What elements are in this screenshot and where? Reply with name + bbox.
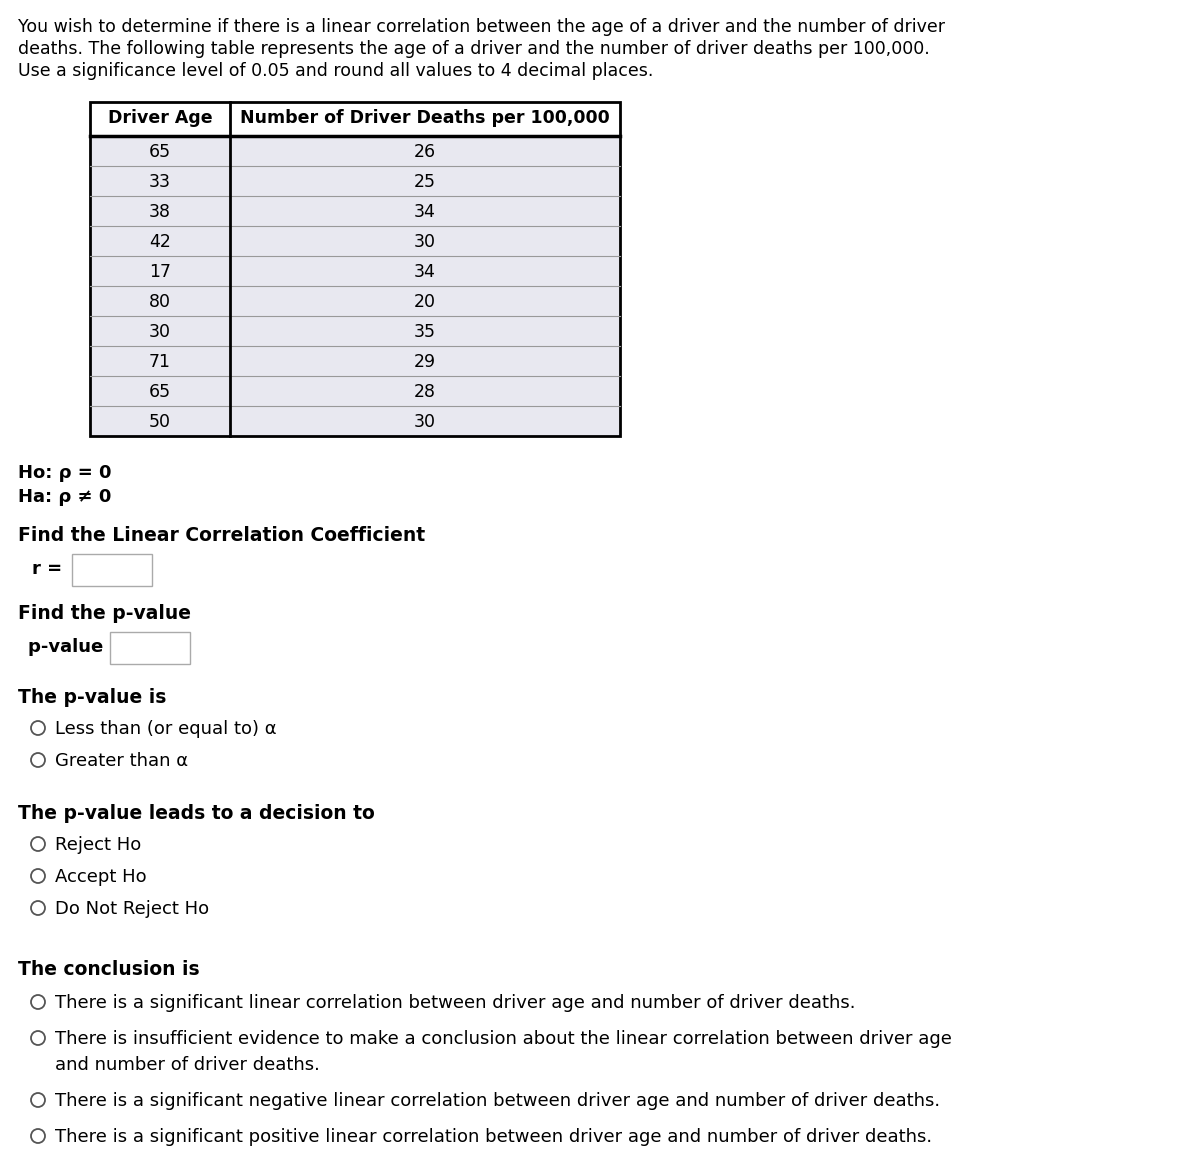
Text: 20: 20 — [414, 293, 436, 311]
Text: 30: 30 — [414, 413, 436, 431]
Text: 42: 42 — [149, 233, 170, 251]
Text: Less than (or equal to) α: Less than (or equal to) α — [55, 720, 277, 738]
Text: There is a significant positive linear correlation between driver age and number: There is a significant positive linear c… — [55, 1128, 932, 1146]
Text: 35: 35 — [414, 323, 436, 341]
Text: Find the Linear Correlation Coefficient: Find the Linear Correlation Coefficient — [18, 526, 425, 545]
FancyBboxPatch shape — [90, 286, 620, 316]
Text: p-value =: p-value = — [28, 638, 125, 656]
Text: 29: 29 — [414, 353, 436, 371]
Text: Greater than α: Greater than α — [55, 752, 188, 770]
FancyBboxPatch shape — [90, 406, 620, 436]
Text: The p-value is: The p-value is — [18, 689, 167, 707]
Text: 28: 28 — [414, 383, 436, 401]
FancyBboxPatch shape — [72, 554, 152, 586]
Text: Use a significance level of 0.05 and round all values to 4 decimal places.: Use a significance level of 0.05 and rou… — [18, 62, 653, 79]
FancyBboxPatch shape — [110, 632, 190, 664]
FancyBboxPatch shape — [90, 256, 620, 286]
Text: 33: 33 — [149, 173, 172, 191]
Text: 34: 34 — [414, 263, 436, 281]
Text: You wish to determine if there is a linear correlation between the age of a driv: You wish to determine if there is a line… — [18, 18, 946, 36]
FancyBboxPatch shape — [90, 136, 620, 166]
FancyBboxPatch shape — [90, 316, 620, 346]
Text: 25: 25 — [414, 173, 436, 191]
FancyBboxPatch shape — [90, 346, 620, 376]
Text: 80: 80 — [149, 293, 172, 311]
Text: Reject Ho: Reject Ho — [55, 836, 142, 855]
Text: The p-value leads to a decision to: The p-value leads to a decision to — [18, 804, 374, 823]
Text: 38: 38 — [149, 203, 172, 221]
Text: 26: 26 — [414, 143, 436, 161]
Text: and number of driver deaths.: and number of driver deaths. — [55, 1056, 320, 1074]
Text: Driver Age: Driver Age — [108, 109, 212, 127]
Text: 34: 34 — [414, 203, 436, 221]
FancyBboxPatch shape — [90, 196, 620, 226]
FancyBboxPatch shape — [90, 226, 620, 256]
Text: Ho: ρ = 0: Ho: ρ = 0 — [18, 464, 112, 482]
Text: Do Not Reject Ho: Do Not Reject Ho — [55, 900, 209, 918]
Text: There is a significant linear correlation between driver age and number of drive: There is a significant linear correlatio… — [55, 994, 856, 1012]
Text: 65: 65 — [149, 143, 172, 161]
FancyBboxPatch shape — [90, 376, 620, 406]
Text: 30: 30 — [149, 323, 172, 341]
Text: deaths. The following table represents the age of a driver and the number of dri: deaths. The following table represents t… — [18, 40, 930, 58]
Text: 30: 30 — [414, 233, 436, 251]
FancyBboxPatch shape — [90, 166, 620, 196]
Text: Ha: ρ ≠ 0: Ha: ρ ≠ 0 — [18, 487, 112, 506]
Text: r =: r = — [32, 560, 62, 577]
FancyBboxPatch shape — [90, 102, 620, 136]
Text: There is insufficient evidence to make a conclusion about the linear correlation: There is insufficient evidence to make a… — [55, 1030, 952, 1047]
Text: There is a significant negative linear correlation between driver age and number: There is a significant negative linear c… — [55, 1092, 940, 1111]
Text: The conclusion is: The conclusion is — [18, 960, 199, 978]
Text: Find the p-value: Find the p-value — [18, 604, 191, 623]
Text: 17: 17 — [149, 263, 172, 281]
Text: 65: 65 — [149, 383, 172, 401]
Text: 50: 50 — [149, 413, 172, 431]
Text: Accept Ho: Accept Ho — [55, 869, 146, 886]
Text: 71: 71 — [149, 353, 172, 371]
Text: Number of Driver Deaths per 100,000: Number of Driver Deaths per 100,000 — [240, 109, 610, 127]
